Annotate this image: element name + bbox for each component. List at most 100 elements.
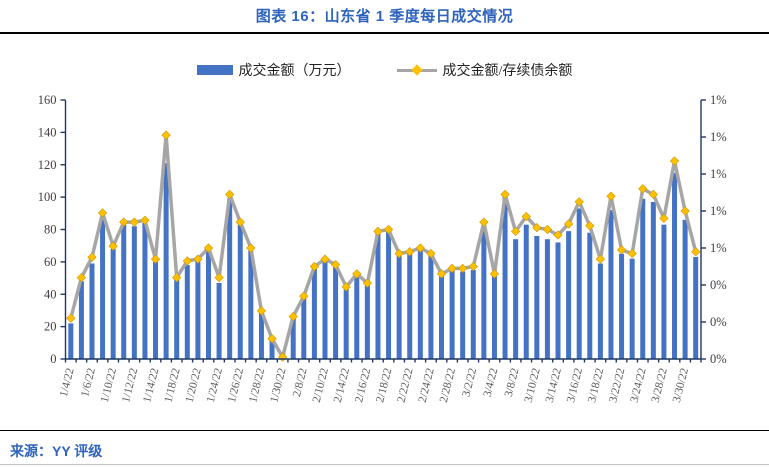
bar <box>78 281 84 359</box>
x-axis-tick-label: 2/14/22 <box>332 367 352 404</box>
diamond-marker <box>119 217 129 227</box>
bar <box>619 253 625 359</box>
bar <box>269 339 275 359</box>
legend-item-line: 成交金额/存续债余额 <box>396 60 572 80</box>
bar <box>439 276 444 359</box>
x-axis-tick-label: 1/28/22 <box>247 367 267 404</box>
x-axis-labels: 1/4/22 1/6/22 1/10/22 1/12/22 1/14/22 1/18/22… <box>58 367 691 404</box>
x-axis-tick-label: 3/8/22 <box>503 367 522 399</box>
diamond-marker <box>489 269 500 279</box>
bar <box>142 223 148 359</box>
bar <box>597 263 603 359</box>
diamond-marker <box>267 334 277 344</box>
diamond-marker <box>373 226 383 236</box>
x-axis-tick-label: 1/20/22 <box>184 367 204 404</box>
diamond-marker <box>172 272 182 283</box>
diamond-marker <box>479 217 489 227</box>
diamond-marker <box>309 261 320 272</box>
diamond-marker <box>394 248 404 259</box>
bar <box>364 284 370 359</box>
diamond-marker <box>627 248 637 259</box>
y-axis-left-tick-label: 100 <box>38 190 57 204</box>
bar <box>301 297 307 359</box>
x-axis-tick-label: 3/22/22 <box>607 367 627 404</box>
bar <box>375 232 381 359</box>
bar <box>354 276 360 359</box>
x-axis-tick-label: 3/28/22 <box>650 367 670 404</box>
bar <box>248 250 254 359</box>
legend-item-bar: 成交金额（万元） <box>196 60 351 80</box>
diamond-marker <box>76 272 87 283</box>
diamond-marker <box>595 254 606 264</box>
bar <box>386 229 392 359</box>
diamond-marker <box>511 226 521 236</box>
bar-series-swatch <box>196 65 233 75</box>
ratio-line-markers <box>66 130 701 362</box>
bar <box>608 210 614 359</box>
x-axis-tick-label: 3/30/22 <box>671 367 691 404</box>
bar <box>650 201 656 359</box>
bar <box>566 231 572 359</box>
diamond-marker <box>214 272 224 283</box>
diamond-marker <box>521 211 531 222</box>
diamond-marker <box>574 197 584 207</box>
y-axis-right-tick-label: 0% <box>710 352 727 366</box>
diamond-marker <box>542 224 553 235</box>
diamond-marker <box>129 217 139 227</box>
y-axis-left-tick-label: 140 <box>38 125 57 139</box>
x-axis-tick-label: 1/12/22 <box>120 367 140 404</box>
bar <box>195 260 201 359</box>
diamond-marker <box>638 184 648 194</box>
diamond-marker <box>87 252 97 262</box>
y-axis-right-tick-label: 1% <box>710 204 727 218</box>
x-axis-tick-label: 3/18/22 <box>586 367 606 404</box>
x-axis-tick-label: 1/18/22 <box>162 367 182 404</box>
x-axis-tick-label: 3/16/22 <box>565 367 585 404</box>
bar <box>682 219 688 359</box>
x-axis-tick-label: 3/2/22 <box>460 367 479 399</box>
bar <box>587 232 593 359</box>
x-axis-tick-label: 2/16/22 <box>353 367 373 404</box>
bar <box>153 261 159 360</box>
diamond-marker <box>500 189 510 199</box>
bar <box>163 163 169 359</box>
x-axis-tick-label: 1/24/22 <box>205 367 225 404</box>
bar <box>449 269 455 359</box>
bar <box>502 195 508 359</box>
x-axis-tick-label: 2/22/22 <box>395 367 415 404</box>
diamond-marker <box>288 311 298 322</box>
diamond-marker <box>405 247 415 257</box>
diamond-marker <box>606 191 616 201</box>
bar <box>184 265 190 359</box>
diamond-marker <box>659 213 669 224</box>
diamond-marker <box>468 261 478 272</box>
diamond-marker <box>299 291 309 301</box>
bar <box>629 258 635 359</box>
diamond-marker <box>447 263 457 273</box>
source-note: 来源：YY 评级 <box>10 443 103 459</box>
diamond-marker <box>256 306 267 316</box>
bar <box>576 208 582 359</box>
axes <box>60 99 706 363</box>
bar <box>227 198 233 359</box>
y-axis-right-tick-label: 1% <box>710 167 727 181</box>
x-axis-tick-label: 2/8/22 <box>291 367 310 399</box>
bar <box>100 216 106 359</box>
y-axis-left-tick-label: 80 <box>44 223 57 237</box>
diamond-marker <box>436 269 447 279</box>
bar <box>237 224 243 359</box>
bar <box>216 282 222 359</box>
diamond-marker <box>415 243 425 253</box>
x-axis-tick-label: 1/4/22 <box>58 367 77 399</box>
x-axis-tick-label: 3/14/22 <box>544 367 564 404</box>
diamond-marker <box>225 189 235 199</box>
ratio-line <box>69 133 698 359</box>
diamond-marker <box>182 256 192 266</box>
y-axis-right-tick-label: 1% <box>710 241 727 255</box>
bar <box>258 312 264 359</box>
diamond-marker <box>330 260 341 270</box>
y-axis-right-tick-label: 1% <box>710 130 727 144</box>
y-axis-left-tick-label: 160 <box>38 93 57 107</box>
diamond-marker <box>203 243 214 253</box>
